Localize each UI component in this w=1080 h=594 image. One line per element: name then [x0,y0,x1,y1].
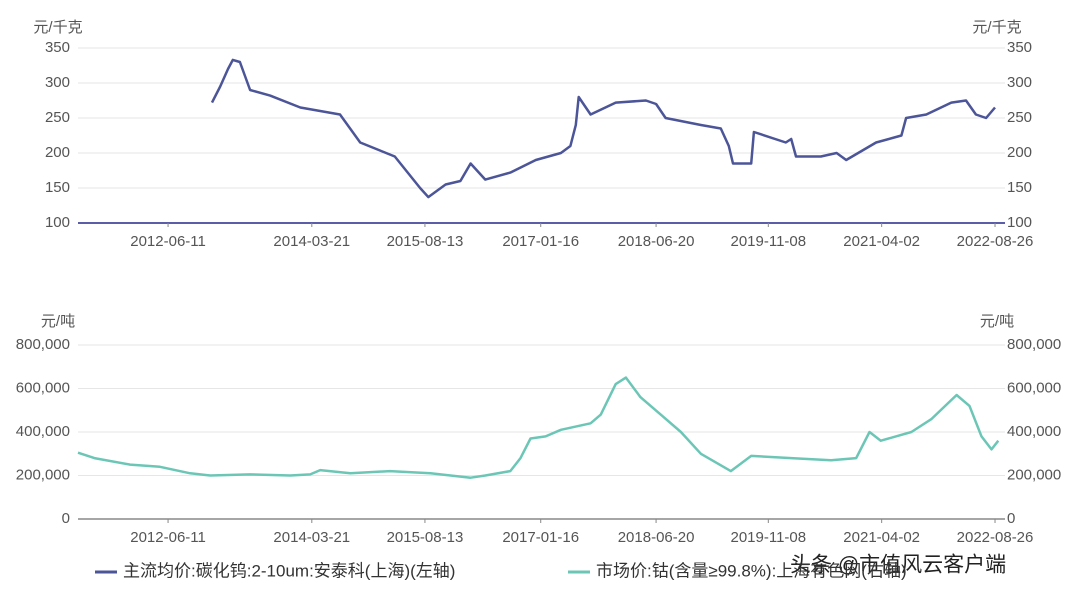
x-tick-label: 2015-08-13 [387,529,464,546]
x-tick-label: 2012-06-11 [130,529,206,546]
x-tick-label: 2018-06-20 [618,233,695,250]
y2-axis-label: 元/千克 [972,19,1021,36]
x-tick-label: 2019-11-08 [731,233,807,250]
series-line [77,376,1000,479]
y-axis-label: 元/吨 [41,313,75,330]
y2-tick-label: 250 [1007,109,1032,126]
x-tick-label: 2014-03-21 [273,233,350,250]
x-tick-label: 2015-08-13 [387,233,464,250]
y2-tick-label: 300 [1007,74,1032,91]
y-tick-label: 300 [45,74,70,91]
y-tick-label: 400,000 [16,423,70,440]
y-tick-label: 800,000 [16,336,70,353]
x-tick-label: 2017-01-16 [502,233,579,250]
y2-tick-label: 100 [1007,214,1032,231]
y-tick-label: 200 [45,144,70,161]
y2-axis-label: 元/吨 [980,313,1014,330]
x-tick-label: 2022-08-26 [957,233,1034,250]
y2-tick-label: 400,000 [1007,423,1061,440]
y2-tick-label: 800,000 [1007,336,1061,353]
x-tick-label: 2019-11-08 [731,529,807,546]
y2-tick-label: 150 [1007,179,1032,196]
x-tick-label: 2018-06-20 [618,529,695,546]
y-tick-label: 200,000 [16,466,70,483]
y2-tick-label: 200,000 [1007,466,1061,483]
x-tick-label: 2022-08-26 [957,529,1034,546]
y-tick-label: 350 [45,39,70,56]
x-tick-label: 2014-03-21 [273,529,350,546]
y2-tick-label: 600,000 [1007,379,1061,396]
x-tick-label: 2012-06-11 [130,233,206,250]
x-tick-label: 2021-04-02 [843,233,920,250]
y-tick-label: 0 [62,510,70,527]
legend-label: 市场价:钴(含量≥99.8%):上海有色网(右轴) [596,561,907,580]
y2-tick-label: 350 [1007,39,1032,56]
y-tick-label: 150 [45,179,70,196]
y2-tick-label: 0 [1007,510,1015,527]
y2-tick-label: 200 [1007,144,1032,161]
y-tick-label: 250 [45,109,70,126]
y-axis-label: 元/千克 [33,19,82,36]
x-tick-label: 2021-04-02 [843,529,920,546]
watermark: 头条 @市值风云客户端 [790,554,1006,577]
legend-label: 主流均价:碳化钨:2-10um:安泰科(上海)(左轴) [123,561,455,580]
y-tick-label: 600,000 [16,379,70,396]
x-tick-label: 2017-01-16 [502,529,579,546]
series-line [210,58,996,199]
y-tick-label: 100 [45,214,70,231]
